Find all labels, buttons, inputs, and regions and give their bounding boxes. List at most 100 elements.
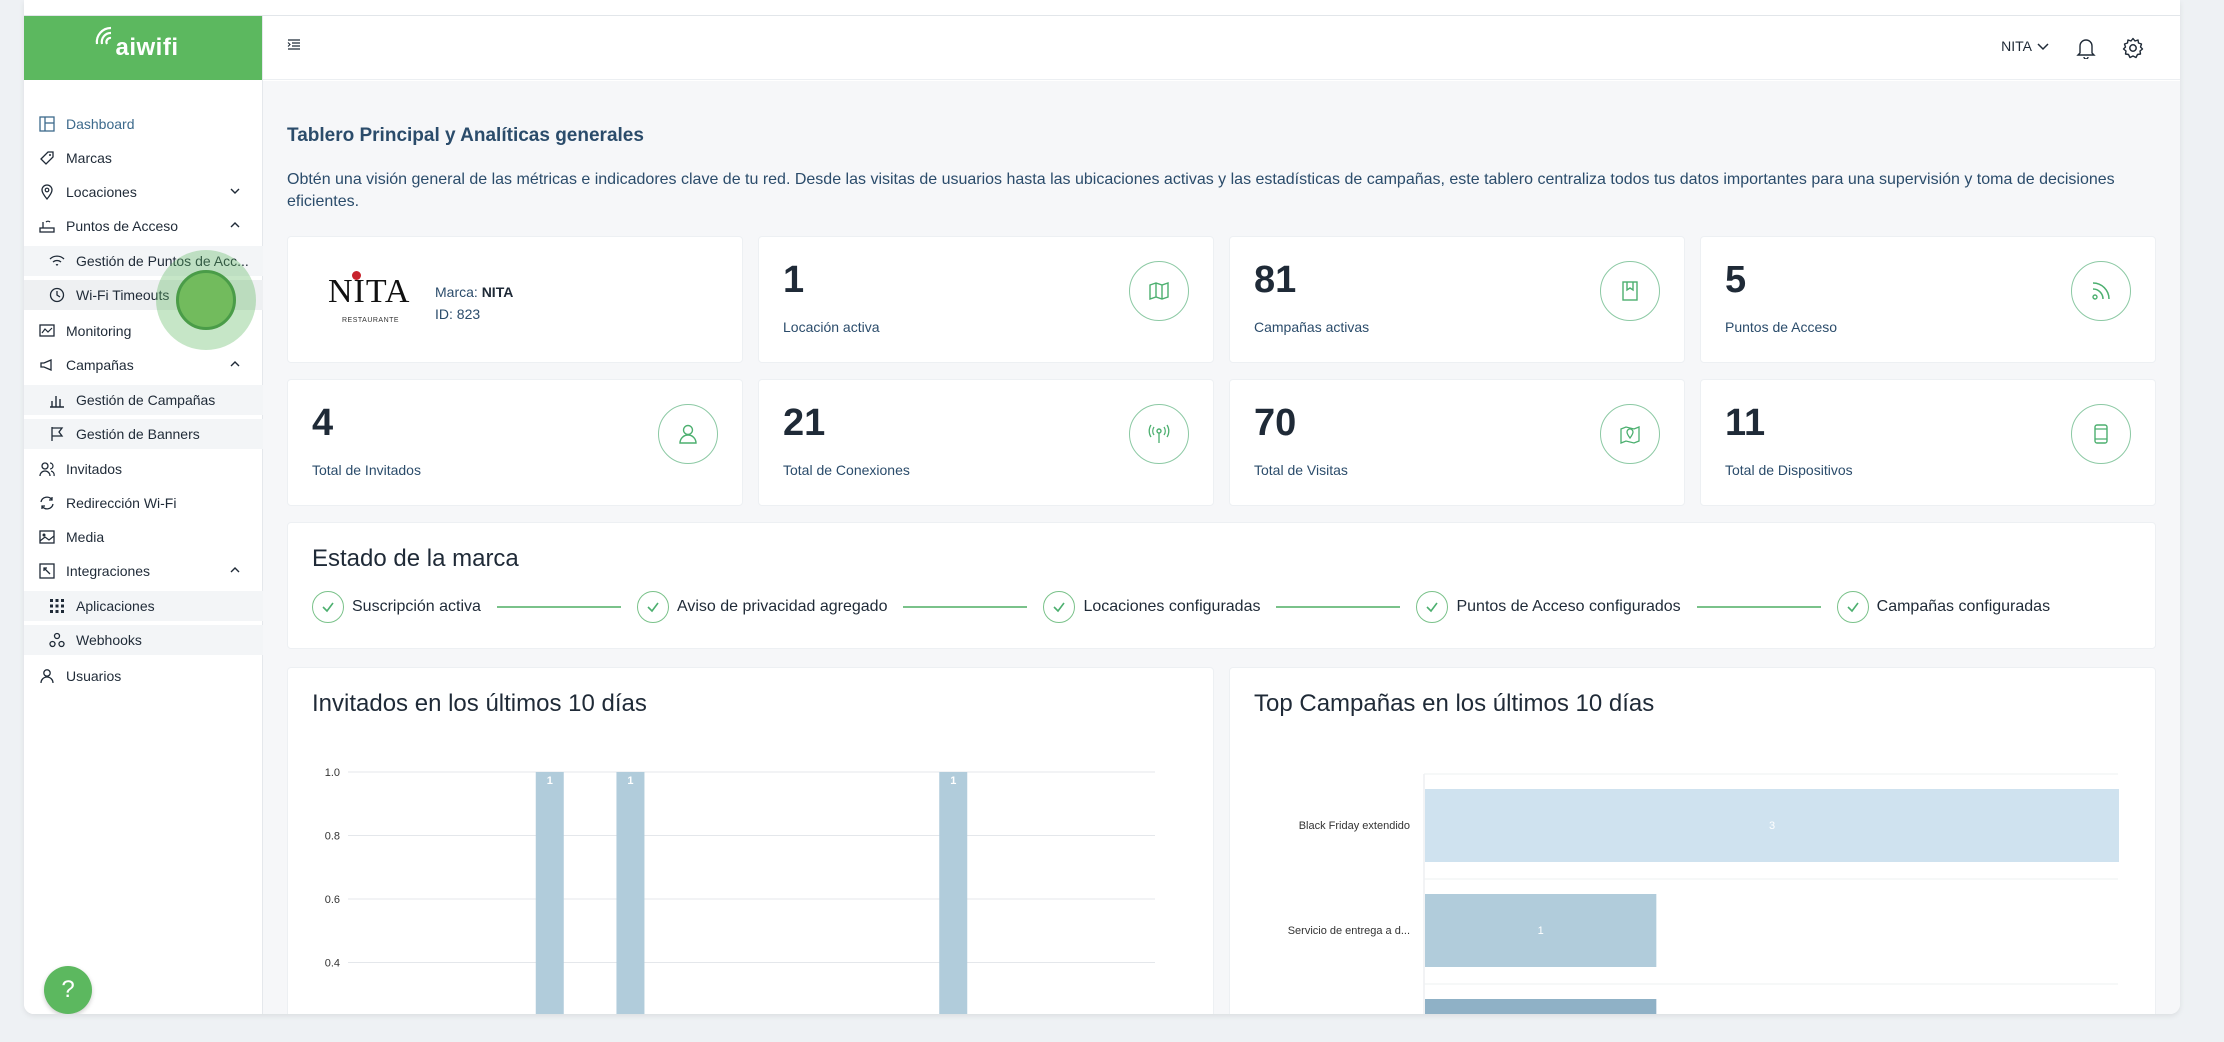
gear-icon[interactable] [2122,37,2144,59]
clock-icon [48,286,66,304]
wifi-logo-icon [96,26,112,45]
user-menu[interactable]: NITA [2001,38,2032,54]
help-button[interactable]: ? [44,966,92,1014]
bar-chart-icon [48,391,66,409]
monitor-icon [38,322,56,340]
sidebar-item-aplicaciones[interactable]: Aplicaciones [24,591,263,621]
check-icon [636,591,669,623]
sidebar-item-locaciones[interactable]: Locaciones [24,177,263,207]
stat-card-puntos: 5 Puntos de Acceso [1700,236,2156,363]
bar [939,772,968,1014]
sidebar-item-gestion-campanas[interactable]: Gestión de Campañas [24,385,263,415]
bar [616,772,645,1014]
stat-label: Campañas activas [1254,319,1370,335]
step-connector [1276,606,1401,608]
sidebar-item-usuarios[interactable]: Usuarios [24,661,263,691]
rss-icon [2071,261,2131,321]
brand-logo: NITA RESTAURANTE [328,271,409,333]
campanas-bar-chart: Black Friday extendido 3 Servicio de entre… [1288,773,2119,1014]
logo[interactable]: aiwifi [24,16,262,80]
flag-icon [48,425,66,443]
main-content: Tablero Principal y Analíticas generales… [263,81,2180,1014]
chevron-up-icon[interactable] [229,219,241,231]
brand-marca-label: Marca: [435,284,478,300]
stat-label: Total de Dispositivos [1725,462,1853,478]
sidebar-item-label: Marcas [66,150,112,166]
sidebar-item-label: Webhooks [76,632,142,648]
webhook-icon [48,631,66,649]
user-icon [658,404,718,464]
bar [535,772,564,1014]
bar [1425,789,2119,862]
status-step: Aviso de privacidad agregado [636,591,888,623]
bell-icon[interactable] [2076,37,2096,59]
sidebar-item-label: Usuarios [66,668,122,684]
brand-logo-sub: RESTAURANTE [342,317,400,324]
sidebar-item-dashboard[interactable]: Dashboard [24,109,263,139]
sidebar-item-label: Wi-Fi Timeouts [76,287,170,303]
sidebar-item-puntos-de-acceso[interactable]: Puntos de Acceso [24,211,263,241]
sidebar-item-label: Aplicaciones [76,598,155,614]
check-icon [1043,591,1076,623]
bar-data-label: 1 [547,775,553,787]
stat-card-conexiones: 21 Total de Conexiones [758,379,1214,506]
sidebar-item-monitoring[interactable]: Monitoring [24,316,263,346]
top-header: NITA [263,16,2180,80]
sidebar-item-label: Monitoring [66,323,132,339]
sidebar-item-webhooks[interactable]: Webhooks [24,625,263,655]
stat-value: 4 [312,402,334,444]
sidebar-item-label: Locaciones [66,184,137,200]
sidebar-item-gestion-banners[interactable]: Gestión de Banners [24,419,263,449]
status-step-label: Aviso de privacidad agregado [676,598,888,615]
sidebar-item-campanas[interactable]: Campañas [24,350,263,380]
sidebar-item-label: Puntos de Acceso [66,218,179,234]
wifi-icon [48,252,66,270]
stat-card-invitados: 4 Total de Invitados [287,379,743,506]
sidebar-item-media[interactable]: Media [24,522,263,552]
users-icon [38,460,56,478]
top-strip [24,0,2180,16]
status-step-label: Locaciones configuradas [1083,598,1261,615]
menu-toggle-icon[interactable] [287,38,301,52]
stat-card-visitas: 70 Total de Visitas [1229,379,1685,506]
router-icon [38,217,56,235]
step-connector [496,606,621,608]
page-title: Tablero Principal y Analíticas generales [287,125,644,146]
brand-status-card: Estado de la marca Suscripción activa Av… [287,522,2156,649]
sidebar-item-label: Invitados [66,461,123,477]
bar-data-label: 3 [1769,820,1775,832]
sidebar-item-redireccion[interactable]: Redirección Wi-Fi [24,488,263,518]
stat-value: 5 [1725,259,1747,301]
sidebar-item-label: Gestión de Puntos de Acc... [76,253,249,269]
chevron-down-icon[interactable] [2036,42,2050,52]
check-icon [1836,591,1869,623]
status-step: Suscripción activa [312,591,481,623]
chevron-up-icon[interactable] [229,564,241,576]
stat-value: 11 [1725,402,1766,444]
bar [1425,894,1657,967]
stat-value: 21 [783,402,826,444]
bookmark-icon [1600,261,1660,321]
brand-info: Marca: NITA ID: 823 [435,281,513,325]
map-icon [1129,261,1189,321]
y-category-label: Servicio de entrega a d... [1288,925,1410,937]
status-step: Campañas configuradas [1836,591,2050,623]
brand-card: NITA RESTAURANTE Marca: NITA ID: 823 [287,236,743,363]
status-step-label: Puntos de Acceso configurados [1456,598,1681,615]
stat-label: Total de Conexiones [783,462,910,478]
brand-marca-value: NITA [481,284,514,300]
sidebar-item-marcas[interactable]: Marcas [24,143,263,173]
chevron-up-icon[interactable] [229,358,241,370]
chevron-down-icon[interactable] [229,185,241,197]
sidebar-item-integraciones[interactable]: Integraciones [24,556,263,586]
brand-id: ID: 823 [435,306,481,322]
sidebar-item-invitados[interactable]: Invitados [24,454,263,484]
stat-label: Total de Visitas [1254,462,1348,478]
page-description: Obtén una visión general de las métricas… [287,171,2115,210]
sidebar-item-gestion-puntos[interactable]: Gestión de Puntos de Acc... [24,246,263,276]
refresh-icon [38,494,56,512]
sidebar-item-label: Dashboard [66,116,135,132]
brand-status-title: Estado de la marca [312,545,519,572]
brand-status-steps: Suscripción activa Aviso de privacidad a… [312,591,2050,623]
sidebar-item-label: Media [66,529,105,545]
